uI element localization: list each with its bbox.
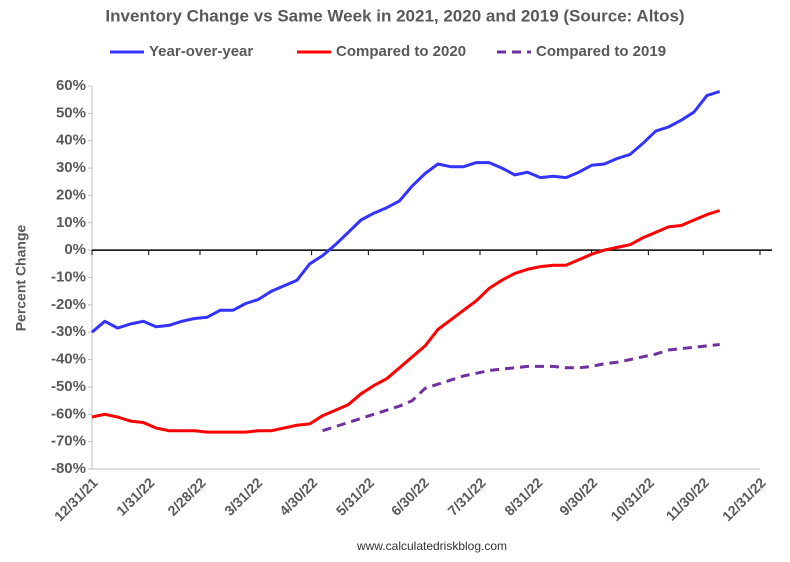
- y-tick-label: 20%: [56, 186, 86, 203]
- y-tick-label: -20%: [51, 296, 86, 313]
- y-axis-label: Percent Change: [13, 224, 29, 331]
- y-tick-label: 0%: [64, 241, 86, 258]
- source: www.calculatedriskblog.com: [356, 539, 507, 553]
- legend-label: Compared to 2020: [336, 43, 466, 60]
- legend-label: Year-over-year: [149, 43, 253, 60]
- y-tick-label: -40%: [51, 351, 86, 368]
- chart-title: Inventory Change vs Same Week in 2021, 2…: [105, 6, 684, 25]
- y-tick-label: 50%: [56, 104, 86, 121]
- y-tick-label: -10%: [51, 268, 86, 285]
- y-tick-label: -60%: [51, 405, 86, 422]
- series-line: [322, 343, 720, 433]
- y-tick-label: -80%: [51, 460, 86, 477]
- y-tick-label: 10%: [56, 214, 86, 231]
- series-line: [91, 90, 721, 334]
- y-tick-label: -70%: [51, 433, 86, 450]
- y-tick-label: 30%: [56, 159, 86, 176]
- series-line: [91, 209, 721, 434]
- y-tick-label: -50%: [51, 378, 86, 395]
- y-tick-label: 60%: [56, 77, 86, 94]
- y-tick-label: -30%: [51, 323, 86, 340]
- legend-label: Compared to 2019: [536, 43, 666, 60]
- y-tick-label: 40%: [56, 132, 86, 149]
